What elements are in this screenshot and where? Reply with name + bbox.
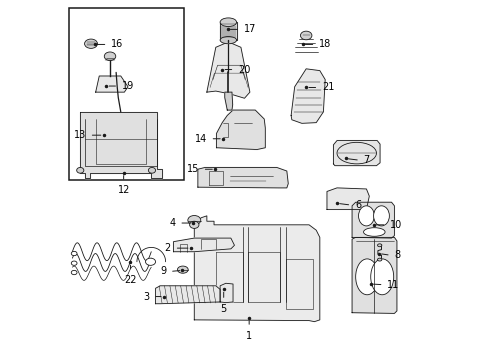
- Text: 18: 18: [319, 40, 331, 49]
- Text: 10: 10: [389, 220, 402, 230]
- Polygon shape: [206, 42, 249, 98]
- Polygon shape: [333, 140, 379, 166]
- Text: 15: 15: [186, 164, 199, 174]
- Ellipse shape: [377, 244, 381, 247]
- Polygon shape: [326, 188, 368, 210]
- Text: 6: 6: [354, 200, 360, 210]
- Ellipse shape: [220, 18, 236, 27]
- Text: 20: 20: [238, 64, 250, 75]
- Text: 19: 19: [122, 81, 134, 91]
- Ellipse shape: [71, 270, 77, 275]
- Polygon shape: [80, 112, 162, 178]
- Bar: [69, 8, 183, 180]
- Ellipse shape: [145, 258, 155, 265]
- Ellipse shape: [104, 52, 116, 60]
- Ellipse shape: [84, 39, 97, 48]
- Text: 11: 11: [386, 280, 399, 290]
- Text: 1: 1: [245, 330, 252, 341]
- Text: 5: 5: [220, 304, 226, 314]
- Polygon shape: [194, 216, 319, 321]
- Polygon shape: [198, 167, 287, 188]
- Ellipse shape: [187, 216, 201, 225]
- Ellipse shape: [377, 258, 381, 261]
- Polygon shape: [220, 283, 233, 303]
- Text: 22: 22: [124, 275, 137, 285]
- Text: 4: 4: [169, 218, 175, 228]
- Ellipse shape: [358, 206, 373, 226]
- Polygon shape: [155, 286, 220, 304]
- Ellipse shape: [189, 221, 199, 228]
- Ellipse shape: [148, 167, 155, 173]
- Text: 9: 9: [160, 266, 166, 276]
- Ellipse shape: [220, 37, 236, 44]
- Text: 16: 16: [111, 40, 123, 49]
- Ellipse shape: [71, 261, 77, 265]
- Polygon shape: [96, 76, 128, 92]
- Ellipse shape: [177, 266, 188, 273]
- Ellipse shape: [363, 228, 384, 236]
- Polygon shape: [224, 92, 232, 110]
- Text: 7: 7: [363, 155, 369, 165]
- Ellipse shape: [370, 259, 393, 295]
- Text: 21: 21: [321, 82, 334, 93]
- Text: 17: 17: [244, 24, 256, 35]
- Polygon shape: [220, 22, 236, 40]
- Text: 12: 12: [117, 185, 130, 195]
- Ellipse shape: [355, 259, 378, 295]
- Text: 8: 8: [394, 250, 400, 260]
- Ellipse shape: [336, 142, 376, 164]
- Text: 2: 2: [164, 243, 171, 253]
- Ellipse shape: [77, 167, 83, 173]
- Polygon shape: [173, 238, 234, 252]
- Ellipse shape: [300, 31, 311, 40]
- Text: 3: 3: [143, 292, 149, 302]
- Text: 14: 14: [194, 134, 206, 144]
- Polygon shape: [216, 110, 265, 149]
- Text: 13: 13: [74, 130, 86, 140]
- Polygon shape: [290, 69, 325, 123]
- Ellipse shape: [373, 206, 388, 226]
- Polygon shape: [351, 237, 396, 314]
- Polygon shape: [351, 202, 394, 238]
- Ellipse shape: [71, 251, 77, 256]
